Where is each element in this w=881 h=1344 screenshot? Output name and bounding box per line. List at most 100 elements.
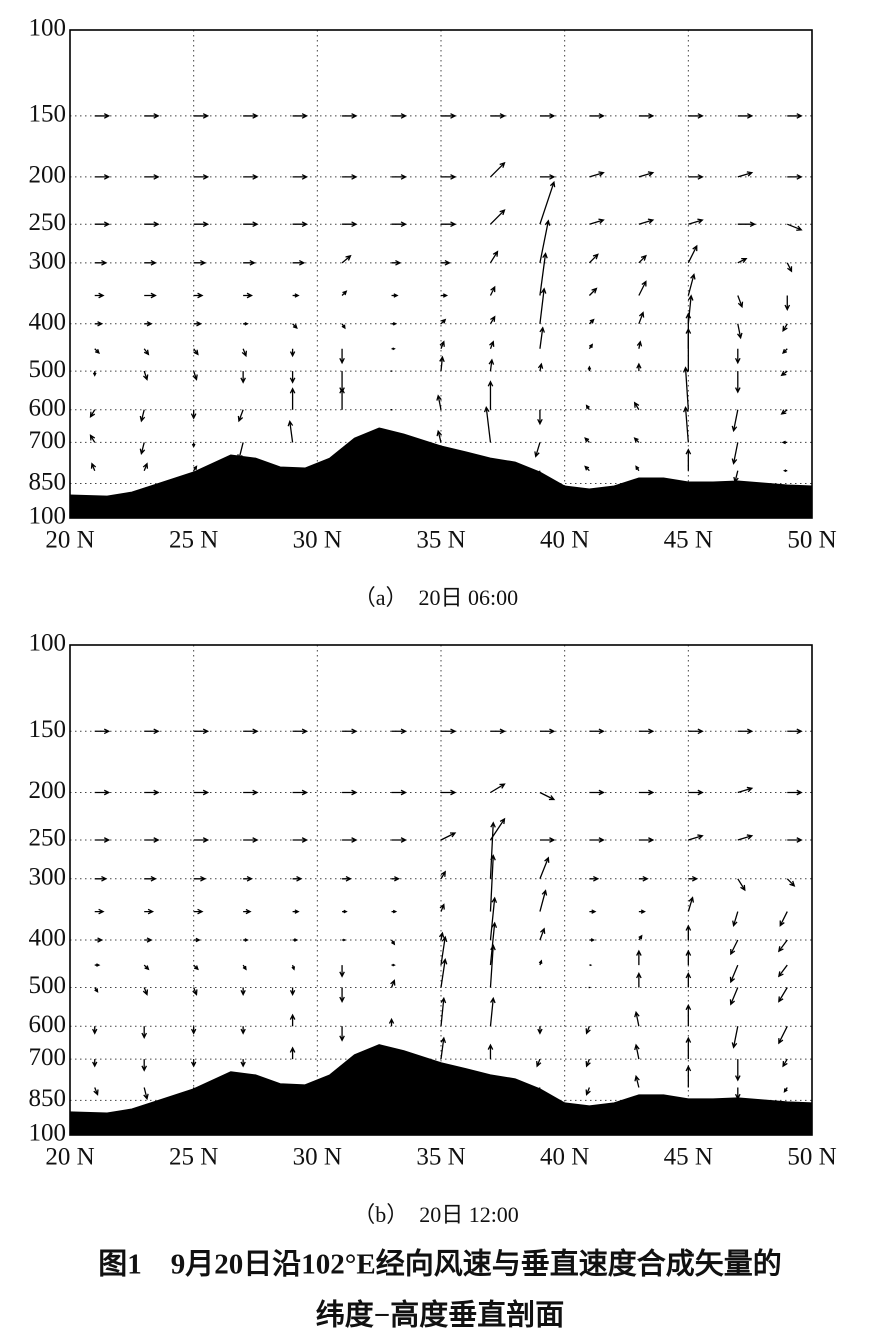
y-tick-label: 300 [29,864,67,891]
wind-vector [733,470,739,484]
wind-vector [94,728,111,735]
x-tick-label: 35 N [416,1144,465,1171]
wind-vector [92,1026,98,1035]
wind-vector [685,949,692,966]
wind-vector [193,728,210,735]
panel-subtitle: （b） 20日 12:00 [353,1202,519,1227]
wind-vector [737,878,746,892]
wind-vector [92,371,97,377]
wind-vector [536,1058,542,1068]
wind-vector [787,728,803,735]
wind-vector [436,394,442,410]
x-tick-label: 30 N [293,1144,342,1171]
wind-vector [589,875,600,882]
wind-vector [342,221,358,228]
figure-caption: 图1 9月20日沿102°E经向风速与垂直速度合成矢量的 [98,1247,781,1281]
wind-vector [240,987,246,996]
wind-vector [487,380,494,410]
wind-vector [292,789,309,796]
wind-vector [141,1026,148,1039]
wind-vector [688,875,699,882]
wind-vector [489,944,496,988]
wind-vector [241,348,247,358]
wind-vector [240,1059,246,1068]
wind-vector [539,252,548,296]
x-tick-label: 35 N [416,527,465,554]
wind-vector [539,889,548,912]
wind-vector [539,856,550,880]
wind-vector [193,174,210,180]
wind-vector [685,448,692,471]
wind-vector [539,287,547,324]
terrain [69,1044,813,1136]
wind-vector [191,442,196,449]
wind-vector [292,837,309,843]
wind-vector [784,295,791,311]
wind-vector [439,355,445,372]
wind-vector [633,401,640,411]
wind-vector [638,875,649,882]
wind-vector [193,908,204,915]
wind-vector [243,174,259,180]
wind-vector [144,728,160,735]
wind-vector [633,437,640,443]
y-tick-label: 300 [29,248,67,275]
wind-vector [589,938,596,942]
wind-vector [538,959,543,966]
wind-vector [638,789,655,796]
wind-vector [780,370,788,377]
wind-vector [778,987,788,1003]
wind-vector [237,409,244,423]
wind-vector [292,260,306,266]
wind-vector [638,728,655,735]
y-tick-label: 200 [29,162,67,189]
wind-vector [92,1059,98,1068]
y-tick-label: 500 [29,972,67,999]
wind-vector [243,837,259,843]
wind-vector [139,409,146,423]
wind-vector [391,728,407,735]
wind-vector [783,1087,788,1093]
wind-vector [144,321,153,327]
wind-vector [94,837,111,843]
wind-vector [585,1087,591,1096]
y-tick-label: 100 [29,630,67,657]
y-tick-label: 250 [29,209,67,236]
wind-vector [734,1059,741,1082]
wind-vector [589,789,605,796]
wind-vector [242,964,247,971]
y-tick-label: 700 [29,427,67,454]
wind-vector [687,896,695,912]
wind-vector [685,327,692,372]
wind-vector [144,908,155,915]
wind-vector [731,442,739,465]
wind-vector [391,347,396,351]
wind-vector [688,113,704,119]
wind-vector [779,911,788,927]
wind-vector [144,260,157,266]
wind-vector [388,1017,395,1027]
wind-vector [737,221,757,228]
wind-vector [737,113,754,119]
wind-vector [90,462,97,471]
x-tick-label: 45 N [664,527,713,554]
wind-vector [539,326,545,349]
wind-vector [537,1026,543,1035]
wind-vector [489,896,498,941]
wind-vector [391,876,400,882]
wind-vector [144,875,157,882]
wind-vector [490,728,506,735]
wind-vector [94,987,99,993]
wind-vector [391,837,407,843]
y-tick-label: 250 [29,825,67,852]
wind-vector [193,875,207,882]
wind-vector [778,1025,788,1045]
wind-vector [638,113,655,119]
wind-vector [193,113,210,119]
y-tick-label: 150 [29,101,67,128]
wind-vector [193,837,210,843]
wind-vector [142,370,149,381]
wind-vector [587,365,592,372]
wind-vector [489,340,495,350]
